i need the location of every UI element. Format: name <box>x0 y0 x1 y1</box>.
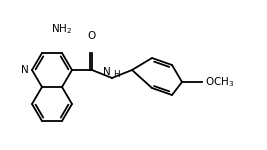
Text: OCH$_3$: OCH$_3$ <box>205 75 234 89</box>
Text: O: O <box>88 31 96 41</box>
Text: H: H <box>113 70 120 79</box>
Text: N: N <box>103 67 111 77</box>
Text: NH$_2$: NH$_2$ <box>52 22 73 36</box>
Text: N: N <box>21 65 29 75</box>
